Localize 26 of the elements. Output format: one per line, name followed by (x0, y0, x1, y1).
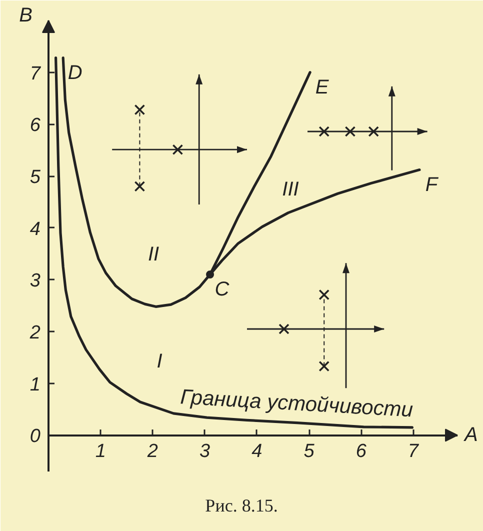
annotation: E (315, 76, 330, 98)
y-tick-label: 4 (30, 218, 41, 240)
y-tick-label: 6 (30, 115, 41, 136)
annotation: C (214, 278, 230, 301)
y-tick-label: 5 (30, 167, 41, 188)
x-tick-label: 4 (252, 441, 262, 462)
y-tick-label: 7 (30, 63, 42, 84)
x-tick-label: 6 (356, 441, 367, 462)
annotation: II (148, 244, 160, 266)
annotation: D (68, 62, 82, 84)
x-tick-label: 1 (95, 441, 106, 462)
y-tick-label: 0 (30, 426, 41, 448)
text: Рис. 8.15. (205, 496, 278, 516)
x-tick-label: 3 (200, 441, 211, 462)
y-axis-title: B (19, 4, 33, 26)
y-tick-label: 1 (30, 374, 41, 396)
legend-label: Граница устойчивости (180, 386, 414, 422)
y-tick-label: 2 (28, 322, 41, 344)
annotation: III (282, 178, 300, 200)
annotation: F (425, 174, 440, 196)
x-axis-title: A (464, 424, 478, 446)
x-tick-label: 2 (146, 441, 158, 462)
annotation: I (156, 350, 163, 372)
x-tick-label: 7 (408, 441, 420, 462)
x-tick-label: 5 (304, 441, 315, 462)
y-tick-label: 3 (30, 270, 41, 292)
